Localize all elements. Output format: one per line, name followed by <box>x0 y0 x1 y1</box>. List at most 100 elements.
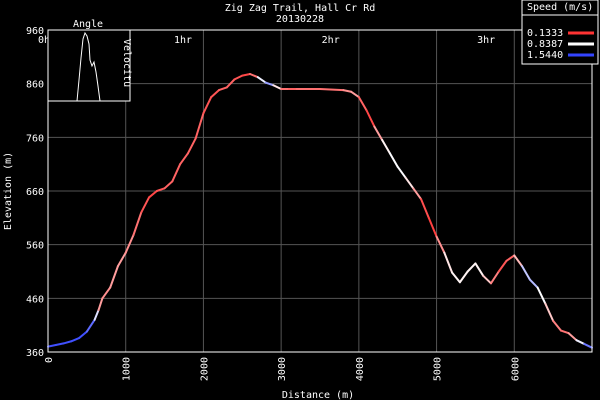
elevation-segment <box>163 180 174 190</box>
x-tick-label: 0 <box>44 357 55 363</box>
chart-subtitle: 20130228 <box>276 14 324 25</box>
elevation-segment <box>124 234 135 254</box>
elevation-segment <box>155 187 166 192</box>
elevation-segment <box>249 73 259 79</box>
elevation-segment <box>357 96 368 112</box>
elevation-segment <box>93 309 100 321</box>
elevation-segment <box>342 89 353 93</box>
elevation-segment <box>202 96 213 115</box>
x-tick-label: 6000 <box>510 357 521 381</box>
x-tick-label: 5000 <box>433 357 444 381</box>
chart-title: Zig Zag Trail, Hall Cr Rd <box>225 3 376 14</box>
elevation-segment <box>451 271 461 284</box>
time-tick-labels: 0h 1hr 2hr 3hr <box>38 35 495 46</box>
elevation-segment <box>85 318 96 333</box>
elevation-segment <box>420 198 430 219</box>
x-tick-label: 3000 <box>277 357 288 381</box>
elevation-segment <box>78 330 88 340</box>
elevation-segment <box>109 265 119 289</box>
elevation-segment <box>482 274 492 285</box>
elevation-segment <box>474 262 485 277</box>
inset-right-label: Velocitu <box>121 39 132 87</box>
plot-frame <box>47 29 593 353</box>
elevation-segment <box>521 265 531 281</box>
elevation-segment <box>217 86 228 92</box>
y-tick-label: 860 <box>26 80 44 91</box>
elevation-segment <box>552 319 562 332</box>
elevation-segment <box>194 112 205 140</box>
x-tick-label: 4000 <box>355 357 366 381</box>
legend-entry-label: 1.5440 <box>527 50 563 61</box>
elevation-segment <box>70 337 81 343</box>
elevation-segment <box>575 339 586 345</box>
elevation-segment <box>583 342 593 349</box>
legend-entry-label: 0.8387 <box>527 39 563 50</box>
elevation-segment <box>489 270 500 285</box>
elevation-segment <box>373 125 384 142</box>
elevation-segment <box>47 344 57 348</box>
elevation-segment <box>388 152 399 168</box>
inset-curve <box>76 31 101 102</box>
x-tick-labels: 0 1000 2000 3000 4000 5000 6000 <box>44 357 521 381</box>
time-tick-label: 1hr <box>174 35 192 46</box>
elevation-segment <box>443 251 454 274</box>
elevation-segment <box>404 176 415 190</box>
elevation-segment <box>140 196 151 214</box>
y-tick-label: 760 <box>26 133 44 144</box>
elevation-segment <box>62 340 73 345</box>
elevation-segment <box>179 152 189 166</box>
elevation-segment <box>101 286 112 300</box>
legend-entry-label: 0.1333 <box>527 28 563 39</box>
inset-panel: Angle Velocitu <box>47 19 132 102</box>
y-tick-label: 960 <box>26 26 44 37</box>
elevation-segment <box>319 88 345 92</box>
elevation-segment <box>559 329 570 335</box>
elevation-segment <box>54 342 65 347</box>
elevation-segment <box>272 84 283 91</box>
elevation-segment <box>241 73 252 77</box>
legend-title: Speed (m/s) <box>527 2 593 13</box>
elevation-segment <box>225 78 236 89</box>
elevation-segment <box>148 190 158 199</box>
elevation-segment <box>567 332 578 342</box>
elevation-segment <box>497 259 508 273</box>
x-tick-label: 1000 <box>122 357 133 381</box>
elevation-line <box>47 73 593 349</box>
elevation-segment <box>264 81 275 87</box>
elevation-segment <box>186 137 197 155</box>
elevation-segment <box>544 302 555 322</box>
elevation-segment <box>427 216 438 238</box>
time-tick-label: 3hr <box>477 35 495 46</box>
y-tick-label: 560 <box>26 241 44 252</box>
elevation-segment <box>132 211 143 237</box>
elevation-segment <box>381 139 391 155</box>
y-tick-label: 360 <box>26 348 44 359</box>
elevation-segment <box>97 297 104 312</box>
y-tick-label: 460 <box>26 294 44 305</box>
elevation-segment <box>536 286 547 305</box>
elevation-segment <box>528 278 539 289</box>
elevation-segment <box>210 89 220 99</box>
inset-left-label: Angle <box>73 19 103 30</box>
elevation-segment <box>435 235 446 254</box>
elevation-segment <box>505 254 516 262</box>
time-tick-label: 2hr <box>322 35 340 46</box>
elevation-segment <box>466 262 477 273</box>
elevation-segment <box>116 251 127 268</box>
x-axis-label: Distance (m) <box>282 390 354 400</box>
inset-frame <box>47 29 131 102</box>
time-tick-label: 0h <box>38 35 50 46</box>
y-axis-label: Elevation (m) <box>3 152 14 230</box>
elevation-segment <box>233 74 244 81</box>
y-tick-labels: 360 460 560 660 760 860 960 <box>26 26 44 359</box>
elevation-segment <box>365 109 376 128</box>
y-tick-label: 660 <box>26 187 44 198</box>
elevation-segment <box>171 163 182 183</box>
elevation-segment <box>513 254 524 268</box>
elevation-segment <box>412 187 423 201</box>
elevation-segment <box>396 165 407 179</box>
elevation-segment <box>458 270 469 284</box>
